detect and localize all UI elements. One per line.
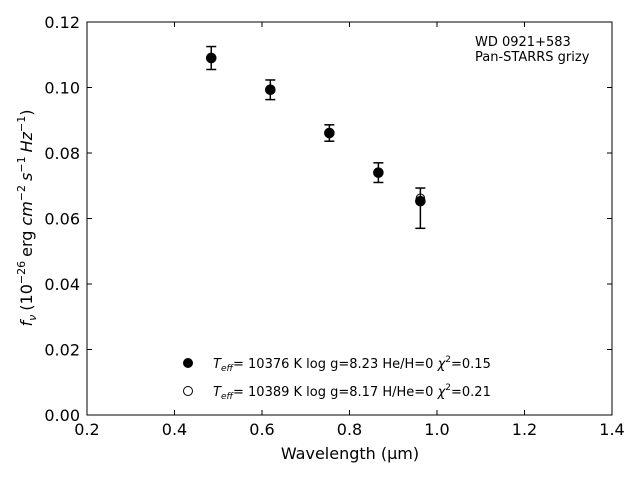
legend: Teff= 10376 K log g=8.23 He/H=0 χ2=0.15 …	[183, 355, 491, 402]
legend-marker-open	[183, 386, 193, 396]
data-point-model	[265, 84, 276, 94]
x-tick-label: 0.2	[74, 420, 99, 439]
legend-entry-1: Teff= 10376 K log g=8.23 He/H=0 χ2=0.15	[213, 355, 491, 374]
data-point-model	[206, 52, 216, 63]
legend-entry-2: Teff= 10389 K log g=8.17 H/He=0 χ2=0.21	[213, 383, 491, 402]
data-point-observed	[415, 195, 426, 207]
y-axis: 0.00 0.02 0.04 0.06 0.08 0.10 0.12	[44, 13, 612, 425]
x-tick-label: 1.0	[424, 420, 449, 439]
y-tick-label: 0.08	[44, 144, 80, 163]
x-tick-label: 0.4	[162, 420, 187, 439]
data-point-model	[324, 127, 335, 138]
data-point-model	[373, 167, 384, 178]
y-tick-label: 0.02	[44, 341, 80, 360]
x-tick-label: 1.4	[599, 420, 624, 439]
x-tick-label: 0.6	[249, 420, 274, 439]
x-tick-label: 1.2	[512, 420, 537, 439]
y-tick-label: 0.12	[44, 13, 80, 32]
y-tick-label: 0.10	[44, 79, 80, 98]
annotation-line-2: Pan-STARRS grizy	[475, 50, 590, 65]
data-point-model	[415, 193, 426, 203]
annotation-line-1: WD 0921+583	[475, 35, 571, 50]
x-axis-label: Wavelength (μm)	[281, 444, 419, 463]
plot-marks	[205, 45, 426, 230]
y-axis-label: fν(10−26ergcm−2s−1Hz−1)	[15, 110, 39, 327]
y-tick-label: 0.04	[44, 275, 80, 294]
x-axis: 0.2 0.4 0.6 0.8 1.0 1.2 1.4	[74, 22, 625, 439]
y-tick-label: 0.00	[44, 406, 80, 425]
y-tick-label: 0.06	[44, 210, 80, 229]
legend-marker-filled	[183, 358, 193, 368]
x-tick-label: 0.8	[337, 420, 362, 439]
